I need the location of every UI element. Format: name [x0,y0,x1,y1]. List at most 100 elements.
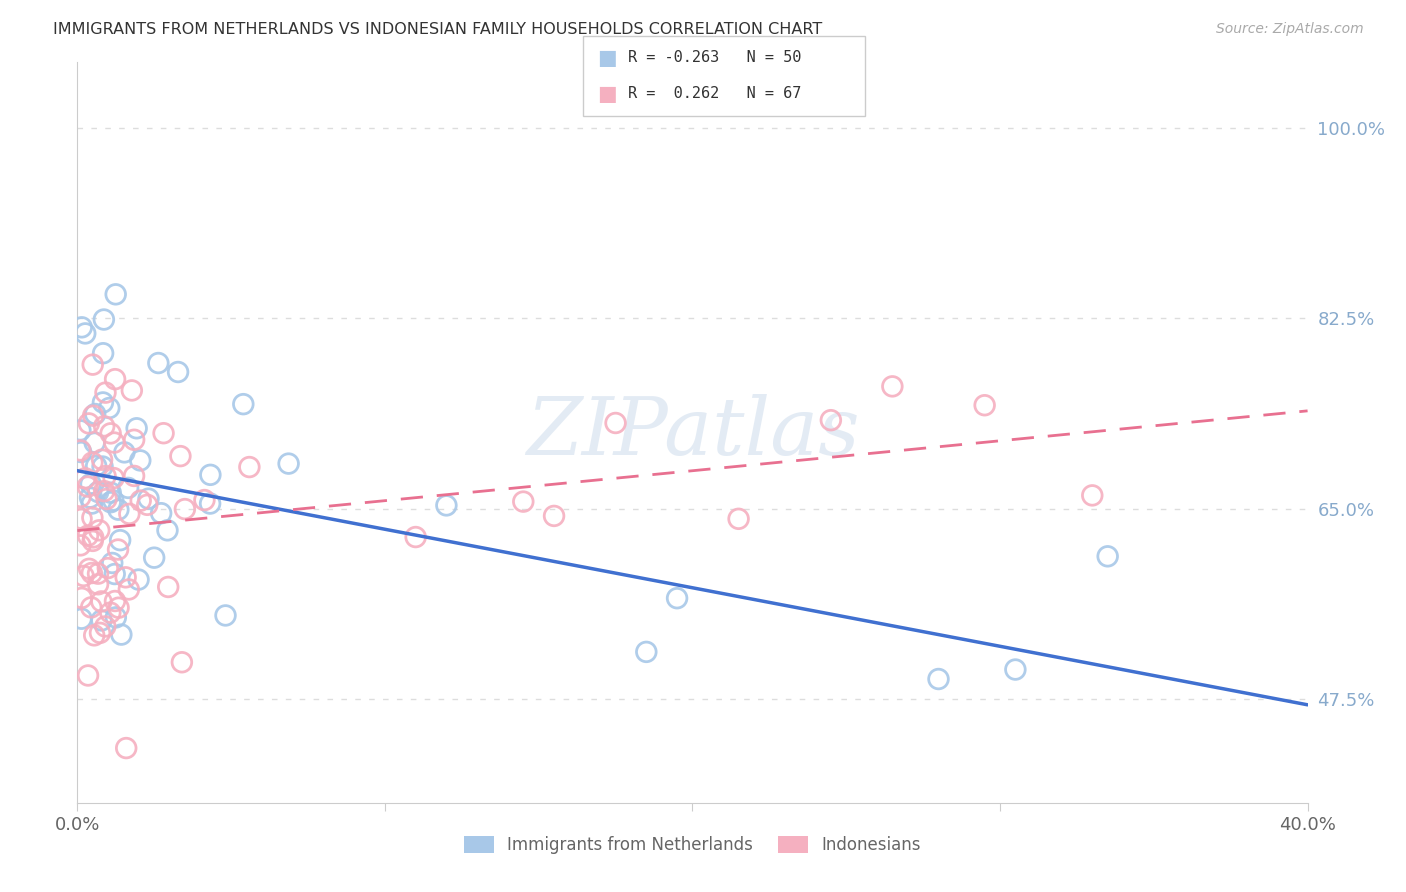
Point [72,569,94,583]
Point [91,459,114,474]
Point [77,562,100,576]
Point [104,567,127,582]
Point [107,502,129,516]
Point [90,594,112,608]
Point [121,384,143,398]
Point [103,493,125,508]
Point [80,497,103,511]
Point [97,561,120,575]
Point [118,582,141,597]
Point [103,471,125,485]
Point [543,508,565,523]
Point [82,530,104,544]
Text: IMMIGRANTS FROM NETHERLANDS VS INDONESIAN FAMILY HOUSEHOLDS CORRELATION CHART: IMMIGRANTS FROM NETHERLANDS VS INDONESIA… [53,22,823,37]
Point [96,491,118,506]
Point [405,530,427,544]
Point [83,435,105,450]
Point [882,379,904,393]
Point [436,499,458,513]
Point [104,610,127,624]
Legend: Immigrants from Netherlands, Indonesians: Immigrants from Netherlands, Indonesians [457,830,928,861]
Point [170,655,193,669]
Point [167,365,190,379]
Point [115,741,138,756]
Point [104,594,127,608]
Point [87,485,110,500]
Point [143,550,166,565]
Text: ■: ■ [598,84,617,103]
Point [125,421,148,435]
Point [157,580,180,594]
Point [91,395,114,409]
Point [100,426,122,441]
Point [110,627,132,641]
Point [129,493,152,508]
Point [87,566,110,581]
Text: R =  0.262   N = 67: R = 0.262 N = 67 [628,87,801,101]
Point [103,435,125,450]
Point [93,419,115,434]
Point [118,507,141,521]
Point [727,512,749,526]
Point [69,443,91,458]
Point [76,479,98,493]
Point [82,456,104,470]
Point [129,453,152,467]
Point [90,614,112,628]
Point [101,556,124,570]
Point [138,491,160,506]
Point [80,566,103,580]
Point [117,481,139,495]
Text: Source: ZipAtlas.com: Source: ZipAtlas.com [1216,22,1364,37]
Point [193,493,215,508]
Point [82,358,104,372]
Point [108,533,131,548]
Point [70,320,93,334]
Point [122,433,145,447]
Text: R = -0.263   N = 50: R = -0.263 N = 50 [628,51,801,65]
Point [84,458,107,473]
Point [107,542,129,557]
Point [75,471,97,485]
Point [91,452,114,467]
Point [89,625,111,640]
Point [82,510,104,524]
Point [173,502,195,516]
Point [70,591,93,605]
Point [79,477,101,491]
Point [114,570,136,584]
Point [93,484,115,499]
Point [69,538,91,552]
Point [77,668,100,682]
Point [1004,663,1026,677]
Point [156,524,179,538]
Point [214,608,236,623]
Point [98,606,121,620]
Point [666,591,689,606]
Point [98,401,121,415]
Point [82,533,104,548]
Point [100,495,122,509]
Point [93,312,115,326]
Point [112,445,135,459]
Point [169,449,191,463]
Text: ZIPatlas: ZIPatlas [526,394,859,471]
Point [198,497,221,511]
Point [820,413,842,427]
Point [605,416,627,430]
Point [70,612,93,626]
Point [70,445,93,459]
Point [83,628,105,642]
Point [232,397,254,411]
Point [80,600,103,615]
Point [69,490,91,504]
Point [69,423,91,437]
Point [94,385,117,400]
Point [128,573,150,587]
Point [200,467,222,482]
Point [75,326,97,341]
Point [79,491,101,505]
Point [973,398,995,412]
Point [148,356,170,370]
Point [82,409,104,423]
